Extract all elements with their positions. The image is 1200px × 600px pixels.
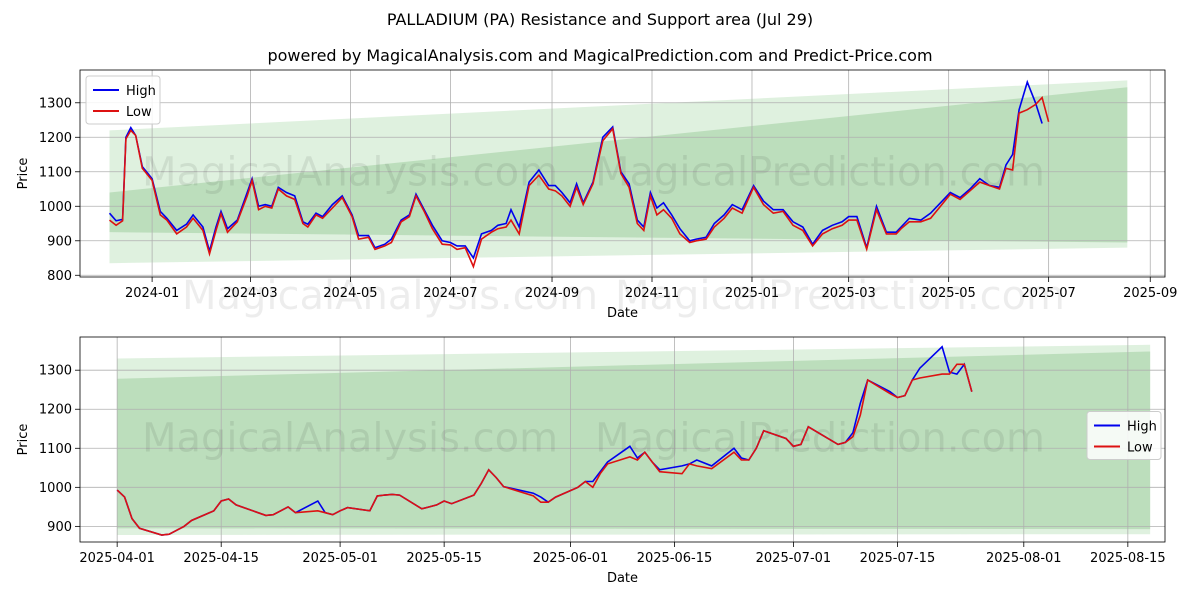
x-tick-label: 2025-04-15 <box>183 551 259 566</box>
y-tick-label: 1200 <box>39 131 72 146</box>
plot-frame <box>79 69 1166 278</box>
x-tick-label: 2025-05-15 <box>406 551 482 566</box>
x-tick-label: 2024-05 <box>323 286 377 301</box>
x-tick-label: 2025-07 <box>1021 286 1075 301</box>
legend-label-low: Low <box>1127 441 1153 456</box>
x-tick-label: 2025-05-01 <box>302 551 378 566</box>
x-tick-label: 2024-03 <box>223 286 277 301</box>
x-tick-label: 2025-08-01 <box>986 551 1062 566</box>
watermark-text: MagicalAnalysis.com <box>142 416 558 462</box>
y-tick-label: 1200 <box>39 403 72 418</box>
watermark-text: MagicalAnalysis.com <box>182 273 598 319</box>
x-tick-label: 2025-06-01 <box>533 551 609 566</box>
band-dark <box>117 351 1151 530</box>
plot-frame <box>79 336 1166 543</box>
series-line-high <box>108 79 1043 260</box>
watermark-text: MagicalPrediction.com <box>615 273 1065 319</box>
x-axis-label: Date <box>607 571 638 586</box>
watermark-text: MagicalAnalysis.com <box>142 150 558 196</box>
y-tick-label: 1000 <box>39 200 72 215</box>
y-axis-label: Price <box>16 158 31 190</box>
band-dark <box>109 87 1128 243</box>
x-tick-label: 2024-07 <box>423 286 477 301</box>
legend-label-high: High <box>1127 420 1157 435</box>
legend: High Low <box>1086 411 1162 460</box>
legend-label-low: Low <box>126 105 152 120</box>
y-tick-label: 900 <box>47 520 72 535</box>
series-line-low <box>109 96 1050 269</box>
y-tick-label: 1000 <box>39 481 72 496</box>
chart-subtitle: powered by MagicalAnalysis.com and Magic… <box>267 46 933 65</box>
watermark-text: MagicalPrediction.com <box>595 416 1045 462</box>
x-tick-label: 2025-06-15 <box>637 551 713 566</box>
plot-1: 2024-01 2024-03 2024-05 2024-07 2024-09 2024-… <box>16 69 1177 321</box>
x-tick-label: 2025-09 <box>1123 286 1177 301</box>
x-tick-label: 2025-01 <box>725 286 779 301</box>
chart-title: PALLADIUM (PA) Resistance and Support ar… <box>386 10 814 29</box>
y-tick-label: 800 <box>47 269 72 284</box>
series-line-low <box>116 363 973 536</box>
y-tick-label: 900 <box>47 234 72 249</box>
x-tick-label: 2024-01 <box>125 286 179 301</box>
y-axis-label: Price <box>16 424 31 456</box>
x-tick-label: 2025-04-01 <box>79 551 155 566</box>
legend-label-high: High <box>126 84 156 99</box>
x-tick-label: 2024-09 <box>525 286 579 301</box>
y-tick-label: 1300 <box>39 364 72 379</box>
y-tick-label: 1100 <box>39 165 72 180</box>
x-tick-label: 2025-07-15 <box>860 551 936 566</box>
x-axis-label: Date <box>607 306 638 321</box>
y-tick-label: 1300 <box>39 96 72 111</box>
x-tick-label: 2025-07-01 <box>756 551 832 566</box>
x-tick-label: 2025-05 <box>921 286 975 301</box>
x-tick-label: 2025-03 <box>822 286 876 301</box>
y-tick-label: 1100 <box>39 442 72 457</box>
plot-2: 2025-04-01 2025-04-15 2025-05-01 2025-05-15… <box>16 336 1166 586</box>
legend: High Low <box>85 75 161 125</box>
watermark-text: MagicalPrediction.com <box>595 150 1045 196</box>
x-tick-label: 2024-11 <box>625 286 679 301</box>
x-tick-label: 2025-08-15 <box>1090 551 1166 566</box>
